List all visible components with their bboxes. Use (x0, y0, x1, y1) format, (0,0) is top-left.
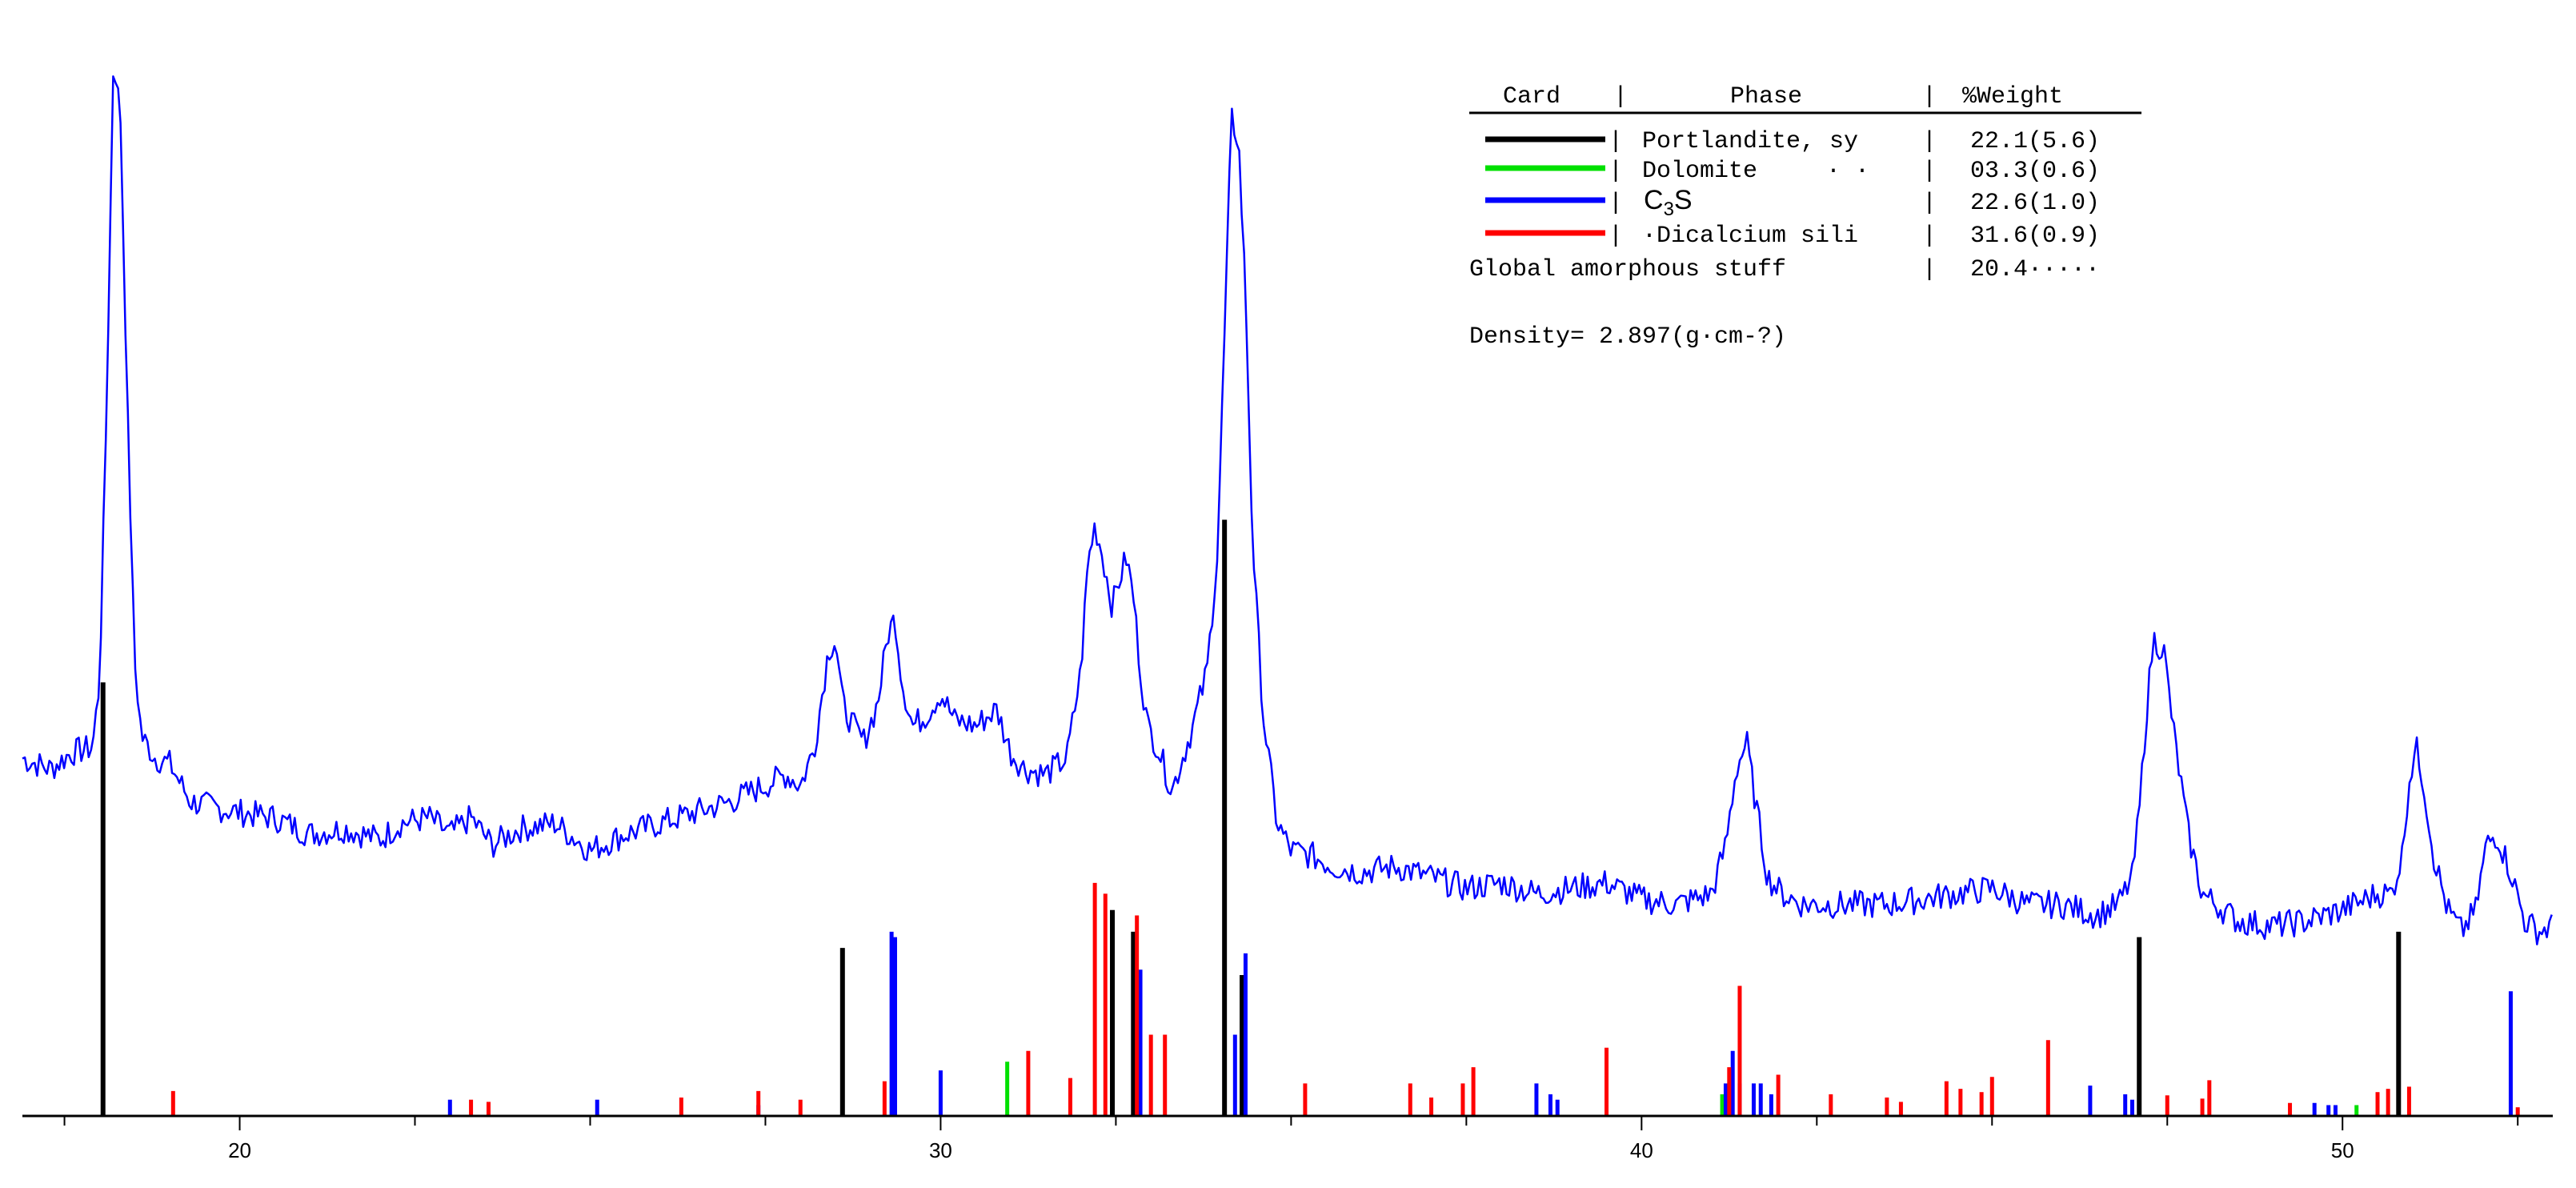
legend-phase-c3s-sub: 3 (1664, 199, 1674, 220)
legend-phase-c3s-end: S (1674, 185, 1693, 215)
x-tick-label: 30 (929, 1138, 952, 1162)
legend-sep2-dicalcium: | (1922, 223, 1937, 250)
pattern-line (22, 75, 2553, 945)
legend-sep2-dolomite: | (1922, 158, 1937, 185)
legend-sep-amorphous: | (1922, 256, 1937, 283)
legend-sep2-portlandite: | (1922, 128, 1937, 155)
legend-header-phase: Phase (1730, 83, 1802, 110)
legend-header-card: Card (1503, 83, 1560, 110)
legend-phase-c3s: C3S (1644, 185, 1693, 220)
legend-header-weight: %Weight (1962, 83, 2063, 110)
legend-header-sep-1: | (1613, 83, 1628, 110)
legend-weight-dicalcium: 31.6(0.9) (1970, 223, 2100, 250)
legend-sep-c3s: | (1608, 190, 1623, 217)
legend-weight-portlandite: 22.1(5.6) (1970, 128, 2100, 155)
x-axis: 20 30 40 50 (22, 1114, 2553, 1162)
legend-sep-dicalcium: | (1608, 223, 1623, 250)
reference-peaks (100, 520, 2520, 1116)
density-text: Density= 2.897(g·cm-?) (1469, 323, 1786, 351)
legend: Card | Phase | %Weight | Portlandite, sy… (1469, 83, 2141, 351)
legend-phase-c3s-main: C (1644, 185, 1664, 215)
legend-amorphous-weight: 20.4····· (1970, 256, 2100, 283)
x-tick-label: 40 (1630, 1138, 1653, 1162)
xrd-pattern (22, 75, 2553, 945)
legend-phase-dicalcium: ·Dicalcium sili (1642, 223, 1858, 250)
legend-phase-dolomite: Dolomite (1642, 158, 1757, 185)
legend-weight-dolomite: 03.3(0.6) (1970, 158, 2100, 185)
legend-amorphous-label: Global amorphous stuff (1469, 256, 1786, 283)
legend-sep2-c3s: | (1922, 190, 1937, 217)
x-tick-label: 50 (2331, 1138, 2354, 1162)
legend-phase-portlandite: Portlandite, sy (1642, 128, 1858, 155)
legend-sep-portlandite: | (1608, 128, 1623, 155)
legend-phase-dolomite-dots: · · (1826, 158, 1869, 185)
x-tick-label: 20 (228, 1138, 251, 1162)
legend-weight-c3s: 22.6(1.0) (1970, 190, 2100, 217)
legend-sep-dolomite: | (1608, 158, 1623, 185)
legend-header-sep-2: | (1922, 83, 1937, 110)
